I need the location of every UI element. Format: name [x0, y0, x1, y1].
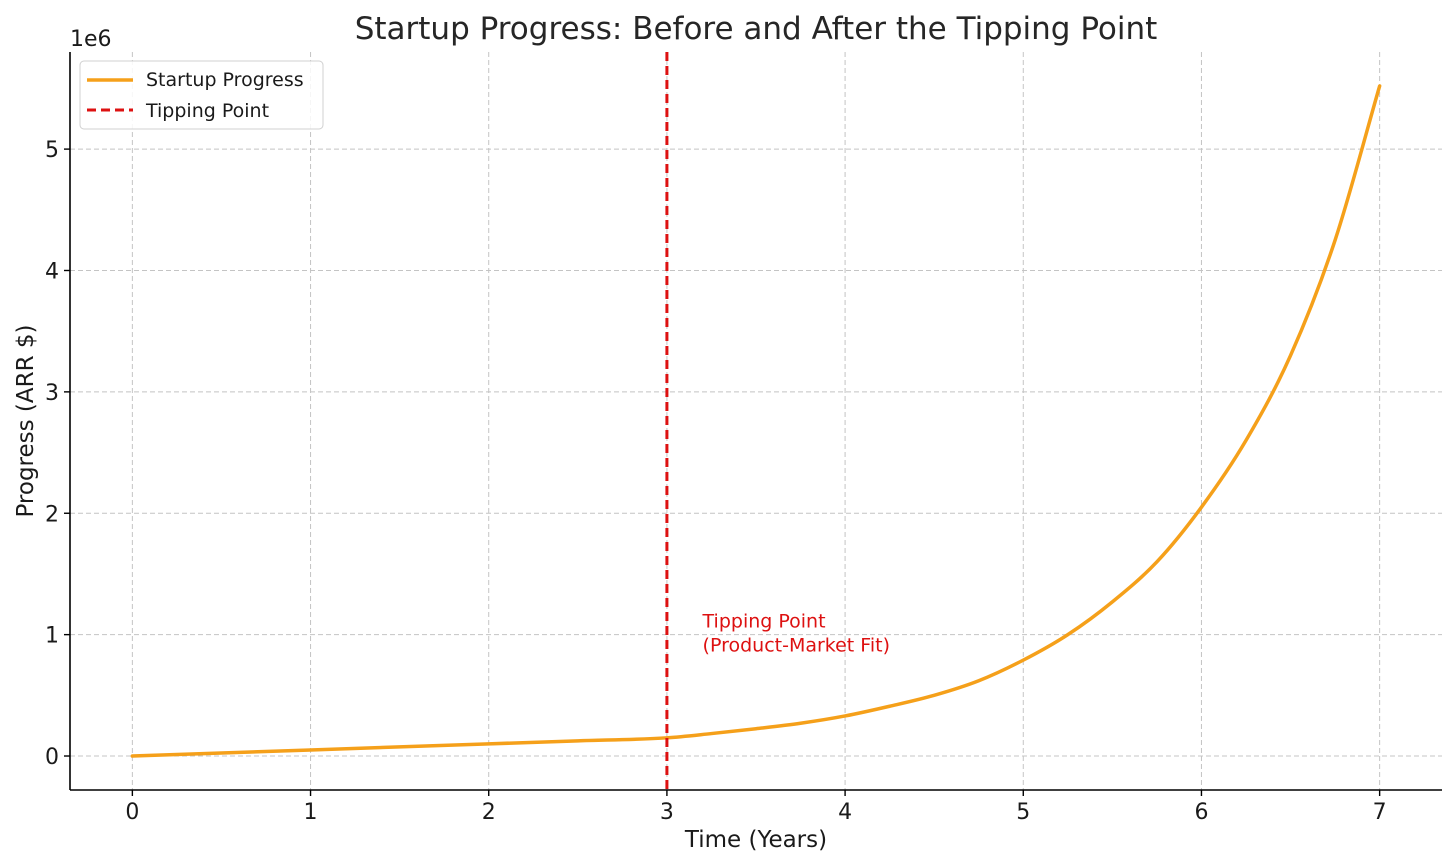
x-tick-label: 0 — [125, 800, 139, 825]
annotation-line: (Product-Market Fit) — [703, 635, 890, 657]
legend-label-tipping-point: Tipping Point — [145, 100, 269, 122]
legend: Startup Progress Tipping Point — [79, 60, 324, 130]
annotations: Tipping Point (Product-Market Fit) — [702, 611, 890, 657]
grid — [70, 52, 1442, 790]
x-tick-label: 2 — [482, 800, 496, 825]
x-tick-label: 4 — [838, 800, 852, 825]
spines — [69, 52, 1442, 791]
y-tick-label: 0 — [45, 745, 59, 770]
annotation-tipping-point: Tipping Point (Product-Market Fit) — [702, 611, 890, 657]
x-tick-label: 1 — [304, 800, 318, 825]
y-axis-ticks: 0 1 2 3 4 5 — [45, 138, 70, 770]
y-tick-label: 4 — [45, 259, 59, 284]
y-axis-label: Progress (ARR $) — [13, 324, 39, 517]
chart-title: Startup Progress: Before and After the T… — [355, 11, 1158, 47]
y-tick-label: 1 — [45, 624, 59, 649]
annotation-line: Tipping Point — [702, 611, 826, 633]
y-tick-label: 3 — [45, 381, 59, 406]
x-axis-label: Time (Years) — [684, 827, 827, 853]
y-axis-offset-label: 1e6 — [70, 27, 112, 52]
series-line-startup-progress — [130, 84, 1382, 758]
y-tick-label: 2 — [45, 502, 59, 527]
y-tick-label: 5 — [45, 138, 59, 163]
legend-label-startup-progress: Startup Progress — [146, 69, 304, 91]
x-tick-label: 6 — [1194, 800, 1208, 825]
x-tick-label: 3 — [660, 800, 674, 825]
x-axis-ticks: 0 1 2 3 4 5 6 7 — [125, 790, 1387, 825]
legend-box — [79, 60, 324, 130]
plot-area — [130, 52, 1382, 790]
x-tick-label: 5 — [1016, 800, 1030, 825]
x-tick-label: 7 — [1373, 800, 1387, 825]
